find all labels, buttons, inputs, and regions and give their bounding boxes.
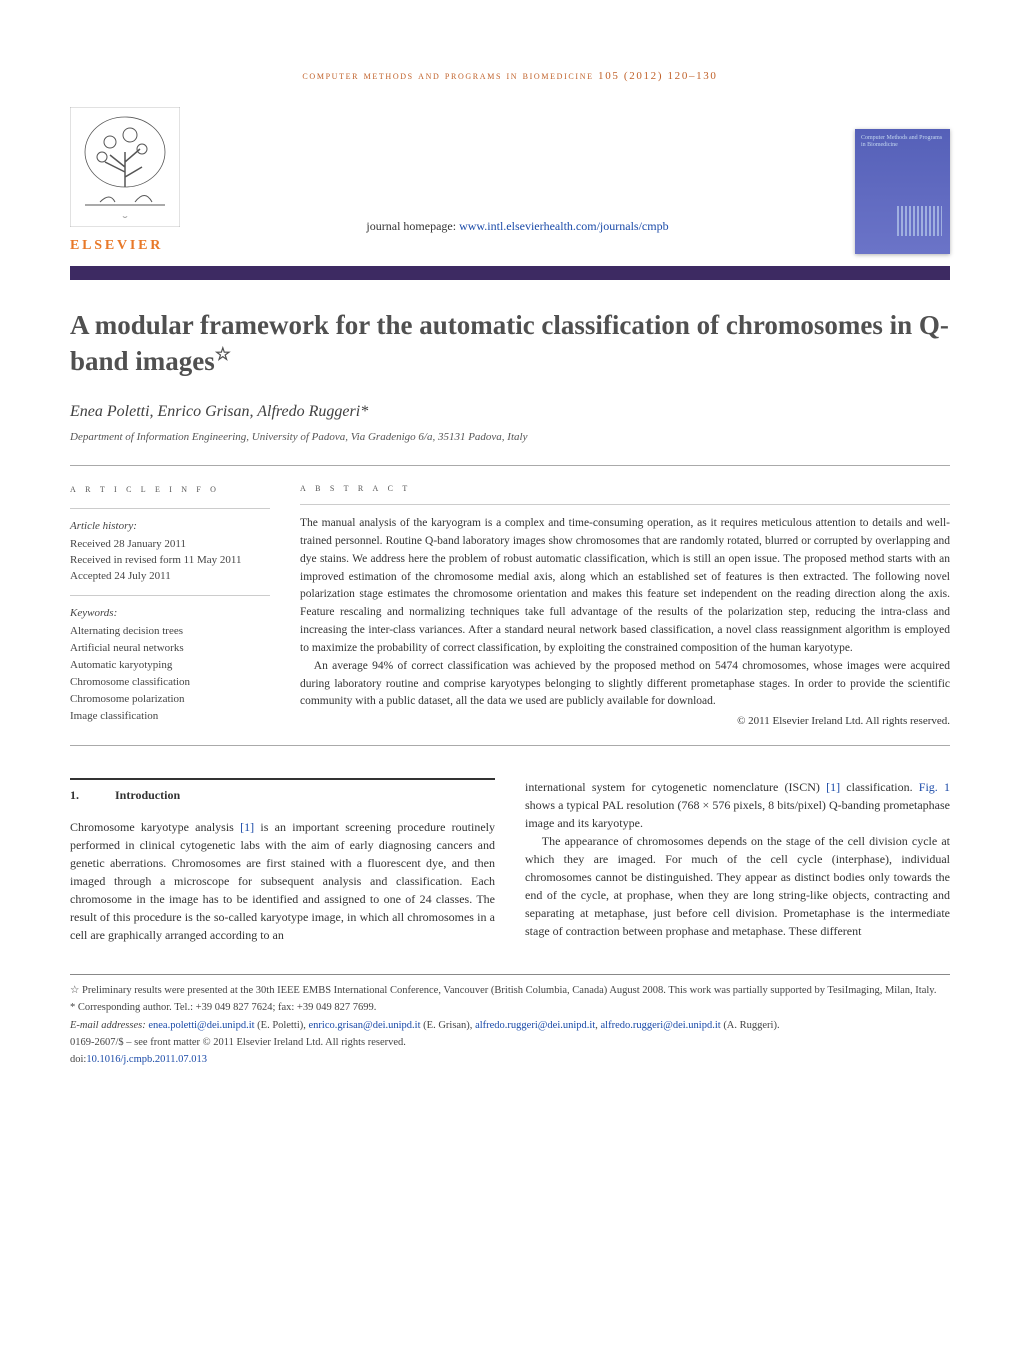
title-bar: [70, 266, 950, 280]
keyword: Alternating decision trees: [70, 624, 270, 640]
masthead: ⌣ ELSEVIER journal homepage: www.intl.el…: [70, 107, 950, 254]
section-number: 1.: [70, 788, 79, 802]
cover-graphic: [897, 206, 942, 236]
abstract-para: The manual analysis of the karyogram is …: [300, 515, 950, 658]
publisher-name: ELSEVIER: [70, 238, 180, 254]
homepage-link[interactable]: www.intl.elsevierhealth.com/journals/cmp…: [459, 219, 669, 233]
authors-line: Enea Poletti, Enrico Grisan, Alfredo Rug…: [70, 403, 950, 421]
abstract-para: An average 94% of correct classification…: [300, 658, 950, 711]
article-info-col: a r t i c l e i n f o Article history: R…: [70, 482, 270, 727]
elsevier-tree-icon: ⌣: [70, 107, 180, 227]
citation-link[interactable]: [1]: [240, 820, 254, 834]
abstract-text: The manual analysis of the karyogram is …: [300, 515, 950, 711]
keyword: Image classification: [70, 709, 270, 725]
homepage-label: journal homepage:: [366, 219, 459, 233]
keyword: Automatic karyotyping: [70, 658, 270, 674]
section-title: Introduction: [115, 788, 180, 802]
abstract-copyright: © 2011 Elsevier Ireland Ltd. All rights …: [300, 715, 950, 727]
publisher-logo-block: ⌣ ELSEVIER: [70, 107, 180, 254]
history-label: Article history:: [70, 519, 270, 535]
text-run: is an important screening procedure rout…: [70, 820, 495, 942]
info-abstract-block: a r t i c l e i n f o Article history: R…: [70, 465, 950, 746]
section-1-heading: 1. Introduction: [70, 778, 495, 804]
journal-homepage: journal homepage: www.intl.elsevierhealt…: [180, 219, 855, 254]
body-text: 1. Introduction Chromosome karyotype anal…: [70, 778, 950, 944]
body-col-right: international system for cytogenetic nom…: [525, 778, 950, 944]
footnote-doi: doi:10.1016/j.cmpb.2011.07.013: [70, 1052, 950, 1067]
text-run: classification.: [840, 780, 919, 794]
received-date: Received 28 January 2011: [70, 537, 270, 553]
footnote-corresponding: * Corresponding author. Tel.: +39 049 82…: [70, 1000, 950, 1015]
footnote-emails: E-mail addresses: enea.poletti@dei.unipd…: [70, 1018, 950, 1033]
email-link[interactable]: enrico.grisan@dei.unipd.it: [309, 1020, 421, 1031]
abstract-divider: [300, 504, 950, 505]
journal-cover-thumbnail: Computer Methods and Programs in Biomedi…: [855, 129, 950, 254]
keywords-list: Alternating decision trees Artificial ne…: [70, 624, 270, 725]
info-divider: [70, 508, 270, 509]
accepted-date: Accepted 24 July 2011: [70, 569, 270, 585]
keyword: Chromosome polarization: [70, 692, 270, 708]
doi-label: doi:: [70, 1054, 86, 1065]
keywords-label: Keywords:: [70, 606, 270, 622]
keyword: Chromosome classification: [70, 675, 270, 691]
svg-text:⌣: ⌣: [122, 212, 127, 221]
email-label: E-mail addresses:: [70, 1020, 148, 1031]
footnotes: ☆ Preliminary results were presented at …: [70, 974, 950, 1067]
email-link[interactable]: enea.poletti@dei.unipd.it: [148, 1020, 254, 1031]
citation-link[interactable]: [1]: [826, 780, 840, 794]
article-info-heading: a r t i c l e i n f o: [70, 482, 270, 498]
figure-link[interactable]: Fig. 1: [919, 780, 950, 794]
article-title: A modular framework for the automatic cl…: [70, 308, 950, 379]
keyword: Artificial neural networks: [70, 641, 270, 657]
body-paragraph: Chromosome karyotype analysis [1] is an …: [70, 818, 495, 944]
cover-title: Computer Methods and Programs in Biomedi…: [861, 135, 944, 149]
email-link[interactable]: alfredo.ruggeri@dei.unipd.it: [601, 1020, 721, 1031]
text-run: shows a typical PAL resolution (768 × 57…: [525, 798, 950, 830]
affiliation: Department of Information Engineering, U…: [70, 431, 950, 443]
abstract-heading: a b s t r a c t: [300, 482, 950, 494]
body-col-left: 1. Introduction Chromosome karyotype anal…: [70, 778, 495, 944]
footnote-star: ☆ Preliminary results were presented at …: [70, 983, 950, 998]
text-run: (A. Ruggeri).: [721, 1020, 780, 1031]
text-run: (E. Poletti),: [255, 1020, 309, 1031]
journal-running-head: computer methods and programs in biomedi…: [70, 70, 950, 82]
title-footnote-marker: ☆: [215, 344, 231, 364]
info-divider-2: [70, 595, 270, 596]
doi-link[interactable]: 10.1016/j.cmpb.2011.07.013: [86, 1054, 207, 1065]
footnote-issn: 0169-2607/$ – see front matter © 2011 El…: [70, 1035, 950, 1050]
revised-date: Received in revised form 11 May 2011: [70, 553, 270, 569]
text-run: (E. Grisan),: [421, 1020, 476, 1031]
title-text: A modular framework for the automatic cl…: [70, 310, 949, 376]
text-run: international system for cytogenetic nom…: [525, 780, 826, 794]
text-run: Chromosome karyotype analysis: [70, 820, 240, 834]
body-paragraph: international system for cytogenetic nom…: [525, 778, 950, 832]
email-link[interactable]: alfredo.ruggeri@dei.unipd.it: [475, 1020, 595, 1031]
abstract-col: a b s t r a c t The manual analysis of t…: [300, 482, 950, 727]
body-paragraph: The appearance of chromosomes depends on…: [525, 832, 950, 940]
